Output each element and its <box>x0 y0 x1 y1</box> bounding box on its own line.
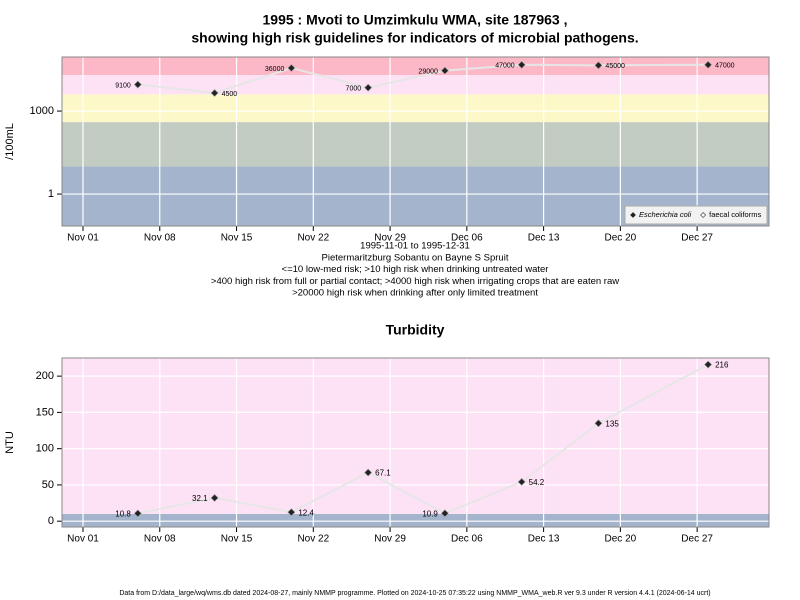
x-tick-label: Dec 13 <box>528 233 560 244</box>
data-point <box>440 509 449 518</box>
x-tick-label: Nov 29 <box>374 233 406 244</box>
series-line <box>137 63 709 95</box>
series-line <box>137 363 709 515</box>
chart-title: showing high risk guidelines for indicat… <box>191 30 638 46</box>
y-tick-label: 1000 <box>30 105 54 117</box>
footer: Data from D:/data_large/wq/wms.db dated … <box>119 590 710 597</box>
y-tick-label: 50 <box>42 479 54 491</box>
legend-label: Escherichia coli <box>639 210 691 219</box>
chart-note: 1995-11-01 to 1995-12-31 <box>360 241 470 252</box>
data-label: 10.8 <box>115 509 131 518</box>
data-point <box>440 66 449 75</box>
chart-title: 1995 : Mvoti to Umzimkulu WMA, site 1879… <box>263 12 568 28</box>
chart-note: >400 high risk from full or partial cont… <box>211 276 619 287</box>
data-label: 47000 <box>495 63 515 70</box>
y-axis-label: /100mL <box>4 123 16 160</box>
data-label: 10.9 <box>422 509 438 518</box>
x-tick-label: Dec 27 <box>681 534 713 545</box>
data-label: 45000 <box>605 63 625 70</box>
risk-band <box>62 57 769 76</box>
x-tick-label: Nov 01 <box>67 534 99 545</box>
data-point <box>704 60 713 69</box>
data-label: 29000 <box>418 68 438 75</box>
data-point <box>210 493 219 502</box>
data-label: 135 <box>605 419 619 428</box>
data-point <box>364 468 373 477</box>
data-label: 9100 <box>115 82 131 89</box>
risk-band <box>62 513 769 527</box>
data-point <box>704 360 713 369</box>
plot-frame <box>61 357 770 528</box>
chart-note: Pietermaritzburg Sobantu on Bayne S Spru… <box>322 252 509 263</box>
x-tick-label: Nov 22 <box>297 233 329 244</box>
x-tick-label: Dec 20 <box>605 233 637 244</box>
x-tick-label: Dec 06 <box>451 534 483 545</box>
x-tick-label: Nov 08 <box>144 534 176 545</box>
data-point <box>287 508 296 517</box>
risk-band <box>62 75 769 95</box>
data-point <box>517 477 526 486</box>
x-tick-label: Nov 29 <box>374 534 406 545</box>
x-tick-label: Dec 13 <box>528 534 560 545</box>
data-point <box>210 89 219 97</box>
data-label: 47000 <box>715 63 735 70</box>
x-tick-label: Dec 06 <box>451 233 483 244</box>
y-tick-label: 150 <box>36 406 54 418</box>
x-tick-label: Nov 15 <box>221 233 253 244</box>
data-point <box>133 509 142 518</box>
risk-band <box>62 358 769 514</box>
y-tick-label: 200 <box>36 370 54 382</box>
chart-title: Turbidity <box>386 322 445 338</box>
data-point <box>517 60 526 69</box>
data-point <box>133 80 142 89</box>
data-label: 36000 <box>265 66 285 73</box>
x-tick-label: Nov 08 <box>144 233 176 244</box>
y-tick-label: 0 <box>48 515 54 527</box>
y-axis-label: NTU <box>4 431 16 454</box>
legend-box <box>624 205 768 225</box>
data-label: 32.1 <box>192 494 208 503</box>
x-tick-label: Nov 22 <box>297 534 329 545</box>
data-label: 216 <box>715 361 729 370</box>
data-point <box>594 61 603 70</box>
data-point <box>594 419 603 428</box>
risk-band <box>62 94 769 123</box>
chart-note: >20000 high risk when drinking after onl… <box>292 288 538 299</box>
legend-marker <box>700 212 707 218</box>
legend-marker <box>630 212 636 218</box>
data-label: 54.2 <box>529 478 545 487</box>
y-tick-label: 100 <box>36 443 54 455</box>
data-point <box>364 83 373 92</box>
data-point <box>287 64 296 72</box>
plot-frame <box>61 56 770 227</box>
y-tick-label: 1 <box>48 188 54 200</box>
data-label: 12.4 <box>298 508 314 517</box>
x-tick-label: Nov 15 <box>221 534 253 545</box>
x-tick-label: Dec 27 <box>681 233 713 244</box>
chart-note: <=10 low-med risk; >10 high risk when dr… <box>282 264 549 275</box>
x-tick-label: Dec 20 <box>605 534 637 545</box>
legend-label: faecal coliforms <box>709 210 761 219</box>
x-tick-label: Nov 01 <box>67 233 99 244</box>
risk-band <box>62 122 769 167</box>
data-label: 4500 <box>222 91 238 98</box>
data-label: 67.1 <box>375 469 391 478</box>
data-label: 7000 <box>346 86 362 93</box>
